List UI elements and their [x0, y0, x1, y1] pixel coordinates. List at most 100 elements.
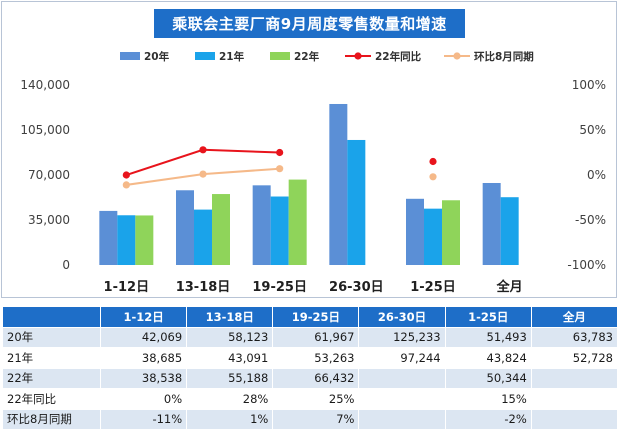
table-cell: 25%: [272, 388, 360, 410]
table-cell: [530, 388, 619, 410]
legend-swatch-21年: [195, 52, 215, 60]
table-cell: [530, 408, 619, 430]
bar-22年-13-18日: [212, 194, 230, 265]
legend-swatch-22年: [270, 52, 290, 60]
point-环比8月同期-1-25日: [429, 173, 437, 181]
table-cell: 61,967: [272, 326, 360, 348]
table-cell: -2%: [444, 408, 532, 430]
legend-label-22年同比: 22年同比: [375, 50, 422, 63]
table-cell: 63,783: [530, 326, 619, 348]
legend-marker-22年同比: [354, 52, 362, 60]
x-category-label: 全月: [496, 279, 523, 295]
point-22年同比-1-25日: [429, 157, 437, 166]
table-cell: 1%: [186, 408, 274, 430]
table-cell: [530, 367, 619, 389]
legend-label-20年: 20年: [144, 50, 170, 63]
table-cell: 38,685: [99, 347, 188, 369]
table-cell: 28%: [186, 388, 274, 410]
table-row-label: 环比8月同期: [2, 408, 101, 430]
bar-20年-1-12日: [99, 210, 118, 265]
table-row-label: 22年: [2, 367, 101, 389]
legend-label-21年: 21年: [219, 50, 245, 63]
point-环比8月同期-1-12日: [122, 181, 130, 189]
point-22年同比-19-25日: [276, 148, 284, 157]
y-right-tick-label: 100%: [572, 78, 606, 92]
bar-22年-1-12日: [135, 215, 154, 265]
chart-svg: 0 35,000 70,000 105,000 140,000 -100% -50% 0% 50…: [20, 50, 606, 295]
bar-20年-26-30日: [329, 103, 348, 265]
table-header-cell: 1-25日: [444, 306, 532, 328]
table-body: 20年 42,069 58,123 61,967 125,233 51,493 63,783…: [2, 326, 619, 430]
table-cell: 38,538: [99, 367, 188, 389]
chart-frame: [1, 1, 617, 298]
table-row: 20年 42,069 58,123 61,967 125,233 51,493 63,783: [2, 326, 619, 348]
table-cell: 53,263: [272, 347, 360, 369]
y-right-tick-label: 0%: [587, 168, 606, 182]
bar-21年-26-30日: [347, 139, 366, 265]
bar-21年-1-12日: [117, 215, 136, 265]
bar-22年-1-25日: [442, 200, 460, 265]
table-cell: 43,824: [444, 347, 532, 369]
table-cell: 43,091: [186, 347, 274, 369]
table-header-cell: 19-25日: [272, 306, 360, 328]
table-cell: 52,728: [530, 347, 619, 369]
table-cell: 97,244: [358, 347, 446, 369]
table-cell: 66,432: [272, 367, 360, 389]
table-cell: 0%: [99, 388, 188, 410]
legend-label-环比8月同期: 环比8月同期: [474, 50, 534, 63]
data-table: 1-12日 13-18日 19-25日 26-30日 1-25日 全月 20年 42,069…: [2, 306, 619, 430]
x-category-label: 1-25日: [410, 280, 456, 295]
table-header-cell: 26-30日: [358, 306, 446, 328]
bar-20年-全月: [482, 182, 501, 265]
table-row: 22年 38,538 55,188 66,432 50,344: [2, 367, 619, 389]
bar-21年-13-18日: [194, 209, 212, 265]
table-cell: 58,123: [186, 326, 274, 348]
point-环比8月同期-19-25日: [276, 165, 284, 173]
x-category-label: 19-25日: [252, 280, 307, 295]
y-left-tick-label: 70,000: [28, 168, 70, 182]
legend-label-22年: 22年: [294, 50, 320, 63]
table-cell: 125,233: [358, 326, 446, 348]
bar-21年-19-25日: [270, 196, 289, 265]
bar-20年-1-25日: [406, 198, 424, 265]
table-cell: 42,069: [99, 326, 188, 348]
x-category-label: 13-18日: [176, 280, 231, 295]
point-22年同比-1-12日: [122, 171, 130, 179]
table-header-cell: 1-12日: [99, 306, 188, 328]
chart-title: 乘联会主要厂商9月周度零售数量和增速: [154, 9, 465, 38]
y-right-tick-label: 50%: [579, 123, 606, 137]
y-left-tick-label: 0: [62, 258, 70, 272]
y-left-tick-label: 35,000: [28, 213, 70, 227]
table-header-cell: 13-18日: [186, 306, 274, 328]
bar-21年-全月: [500, 197, 519, 265]
table-row-label: 22年同比: [2, 388, 101, 410]
table-cell: 15%: [444, 388, 532, 410]
y-left-tick-label: 105,000: [20, 123, 70, 137]
table-cell: [358, 367, 446, 389]
table-cell: 51,493: [444, 326, 532, 348]
table-cell: 55,188: [186, 367, 274, 389]
point-22年同比-13-18日: [199, 146, 207, 154]
bar-22年-19-25日: [288, 179, 307, 265]
bar-20年-13-18日: [176, 190, 194, 265]
table-cell: [358, 408, 446, 430]
table-row-label: 20年: [2, 326, 101, 348]
x-category-label: 1-12日: [104, 280, 150, 295]
table-header-cell: [2, 306, 101, 328]
point-环比8月同期-13-18日: [199, 170, 207, 178]
y-right-tick-label: -50%: [575, 213, 606, 227]
table-header-cell: 全月: [530, 306, 619, 328]
y-left-tick-label: 140,000: [20, 78, 70, 92]
table-cell: 50,344: [444, 367, 532, 389]
table-row: 环比8月同期 -11% 1% 7% -2%: [2, 408, 619, 430]
legend-swatch-20年: [120, 52, 140, 60]
table-row-label: 21年: [2, 347, 101, 369]
table-row: 22年同比 0% 28% 25% 15%: [2, 388, 619, 410]
x-category-label: 26-30日: [329, 280, 384, 295]
legend-marker-环比8月同期: [453, 52, 461, 60]
table-header-row: 1-12日 13-18日 19-25日 26-30日 1-25日 全月: [2, 306, 619, 328]
table-cell: 7%: [272, 408, 360, 430]
bar-21年-1-25日: [424, 208, 442, 265]
y-right-tick-label: -100%: [567, 258, 606, 272]
table-row: 21年 38,685 43,091 53,263 97,244 43,824 52,728: [2, 347, 619, 369]
